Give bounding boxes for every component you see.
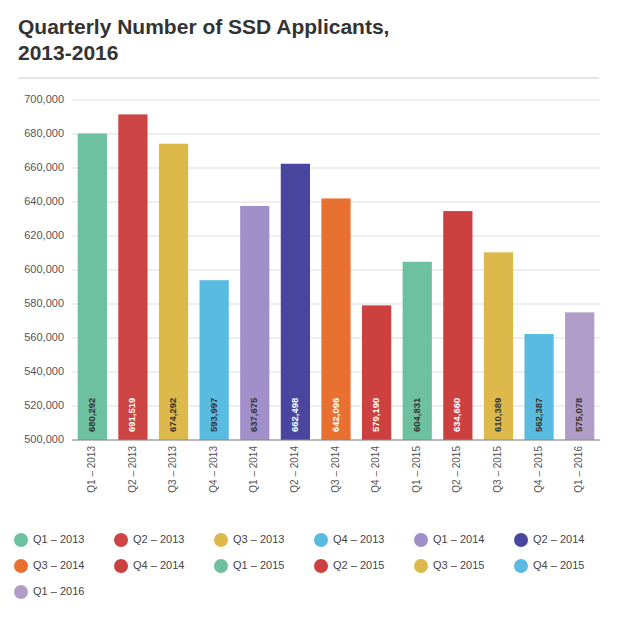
legend-swatch xyxy=(414,559,428,573)
legend-label: Q1 – 2014 xyxy=(433,533,484,545)
y-tick-label: 520,000 xyxy=(24,399,64,411)
grid-line xyxy=(72,168,600,169)
bar xyxy=(524,334,553,440)
legend-swatch xyxy=(314,533,328,547)
legend-swatch xyxy=(314,559,328,573)
legend-label: Q2 – 2014 xyxy=(533,533,584,545)
grid-line xyxy=(72,440,600,441)
data-label: 680,292 xyxy=(86,398,97,432)
legend-label: Q2 – 2013 xyxy=(133,533,184,545)
bar xyxy=(565,312,594,440)
data-label: 691,519 xyxy=(126,398,137,432)
data-label: 637,675 xyxy=(248,397,259,432)
bar xyxy=(484,252,513,440)
legend-swatch xyxy=(414,533,428,547)
title-line: 2013-2016 xyxy=(18,41,118,64)
legend-label: Q4 – 2013 xyxy=(333,533,384,545)
data-label: 674,292 xyxy=(167,398,178,432)
legend-label: Q3 – 2013 xyxy=(233,533,284,545)
y-tick-label: 600,000 xyxy=(24,263,64,275)
x-tick-label: Q4 – 2014 xyxy=(370,446,381,493)
legend-swatch xyxy=(14,585,28,599)
legend-swatch xyxy=(214,559,228,573)
y-tick-label: 500,000 xyxy=(24,433,64,445)
x-tick-label: Q1 – 2014 xyxy=(248,446,259,493)
legend-swatch xyxy=(114,533,128,547)
legend-swatch xyxy=(214,533,228,547)
x-tick-label: Q3 – 2013 xyxy=(167,446,178,493)
data-label: 662,498 xyxy=(289,398,300,432)
legend-swatch xyxy=(14,559,28,573)
y-tick-label: 700,000 xyxy=(24,93,64,105)
legend-swatch xyxy=(114,559,128,573)
y-tick-label: 680,000 xyxy=(24,127,64,139)
bar xyxy=(443,211,472,440)
bar xyxy=(78,134,107,440)
y-tick-label: 560,000 xyxy=(24,331,64,343)
data-label: 575,078 xyxy=(573,398,584,432)
y-tick-label: 660,000 xyxy=(24,161,64,173)
bar xyxy=(159,144,188,440)
title-line: Quarterly Number of SSD Applicants, xyxy=(18,15,389,38)
bar xyxy=(281,164,310,440)
legend: Q1 – 2013 Q2 – 2013 Q3 – 2013 Q4 – 2013 Q1 –… xyxy=(14,533,584,599)
x-tick-label: Q2 – 2014 xyxy=(289,446,300,493)
data-label: 593,997 xyxy=(208,398,219,432)
y-tick-label: 640,000 xyxy=(24,195,64,207)
legend-label: Q1 – 2015 xyxy=(233,559,284,571)
chart: Quarterly Number of SSD Applicants, 2013-… xyxy=(0,0,617,641)
x-tick-label: Q2 – 2013 xyxy=(127,446,138,493)
grid-line xyxy=(72,134,600,135)
y-axis: 500,000 520,000 540,000 560,000 580,000 600,0… xyxy=(24,93,64,445)
x-tick-label: Q4 – 2013 xyxy=(208,446,219,493)
bars xyxy=(78,114,595,440)
legend-label: Q2 – 2015 xyxy=(333,559,384,571)
legend-label: Q1 – 2016 xyxy=(33,585,84,597)
x-tick-label: Q2 – 2015 xyxy=(451,446,462,493)
bar xyxy=(240,206,269,440)
x-tick-label: Q3 – 2014 xyxy=(330,446,341,493)
x-tick-label: Q4 – 2015 xyxy=(533,446,544,493)
x-axis: Q1 – 2013 Q2 – 2013 Q3 – 2013 Q4 – 2013 Q1 –… xyxy=(86,446,584,493)
data-label: 604,831 xyxy=(411,397,422,432)
legend-label: Q3 – 2015 xyxy=(433,559,484,571)
x-tick-label: Q1 – 2016 xyxy=(573,446,584,493)
y-tick-label: 540,000 xyxy=(24,365,64,377)
bar xyxy=(321,198,350,440)
data-label: 642,096 xyxy=(330,398,341,432)
data-label: 562,387 xyxy=(533,398,544,432)
x-tick-label: Q1 – 2013 xyxy=(86,446,97,493)
title-separator xyxy=(18,77,599,78)
legend-swatch xyxy=(14,533,28,547)
data-label: 610,389 xyxy=(492,398,503,432)
bar xyxy=(403,262,432,440)
title: Quarterly Number of SSD Applicants, 2013-… xyxy=(18,15,389,64)
bar xyxy=(362,305,391,440)
data-labels: 680,292 691,519 674,292 593,997 637,675 662,4… xyxy=(86,397,584,432)
y-tick-label: 620,000 xyxy=(24,229,64,241)
bar xyxy=(200,280,229,440)
data-label: 579,190 xyxy=(370,398,381,432)
legend-swatch xyxy=(514,533,528,547)
grid-line xyxy=(72,100,600,101)
legend-label: Q1 – 2013 xyxy=(33,533,84,545)
x-axis-line xyxy=(72,440,600,441)
bar xyxy=(118,114,147,440)
x-tick-label: Q1 – 2015 xyxy=(411,446,422,493)
legend-label: Q4 – 2014 xyxy=(133,559,184,571)
y-tick-label: 580,000 xyxy=(24,297,64,309)
legend-label: Q4 – 2015 xyxy=(533,559,584,571)
legend-swatch xyxy=(514,559,528,573)
legend-label: Q3 – 2014 xyxy=(33,559,84,571)
x-tick-label: Q3 – 2015 xyxy=(492,446,503,493)
data-label: 634,660 xyxy=(451,398,462,432)
